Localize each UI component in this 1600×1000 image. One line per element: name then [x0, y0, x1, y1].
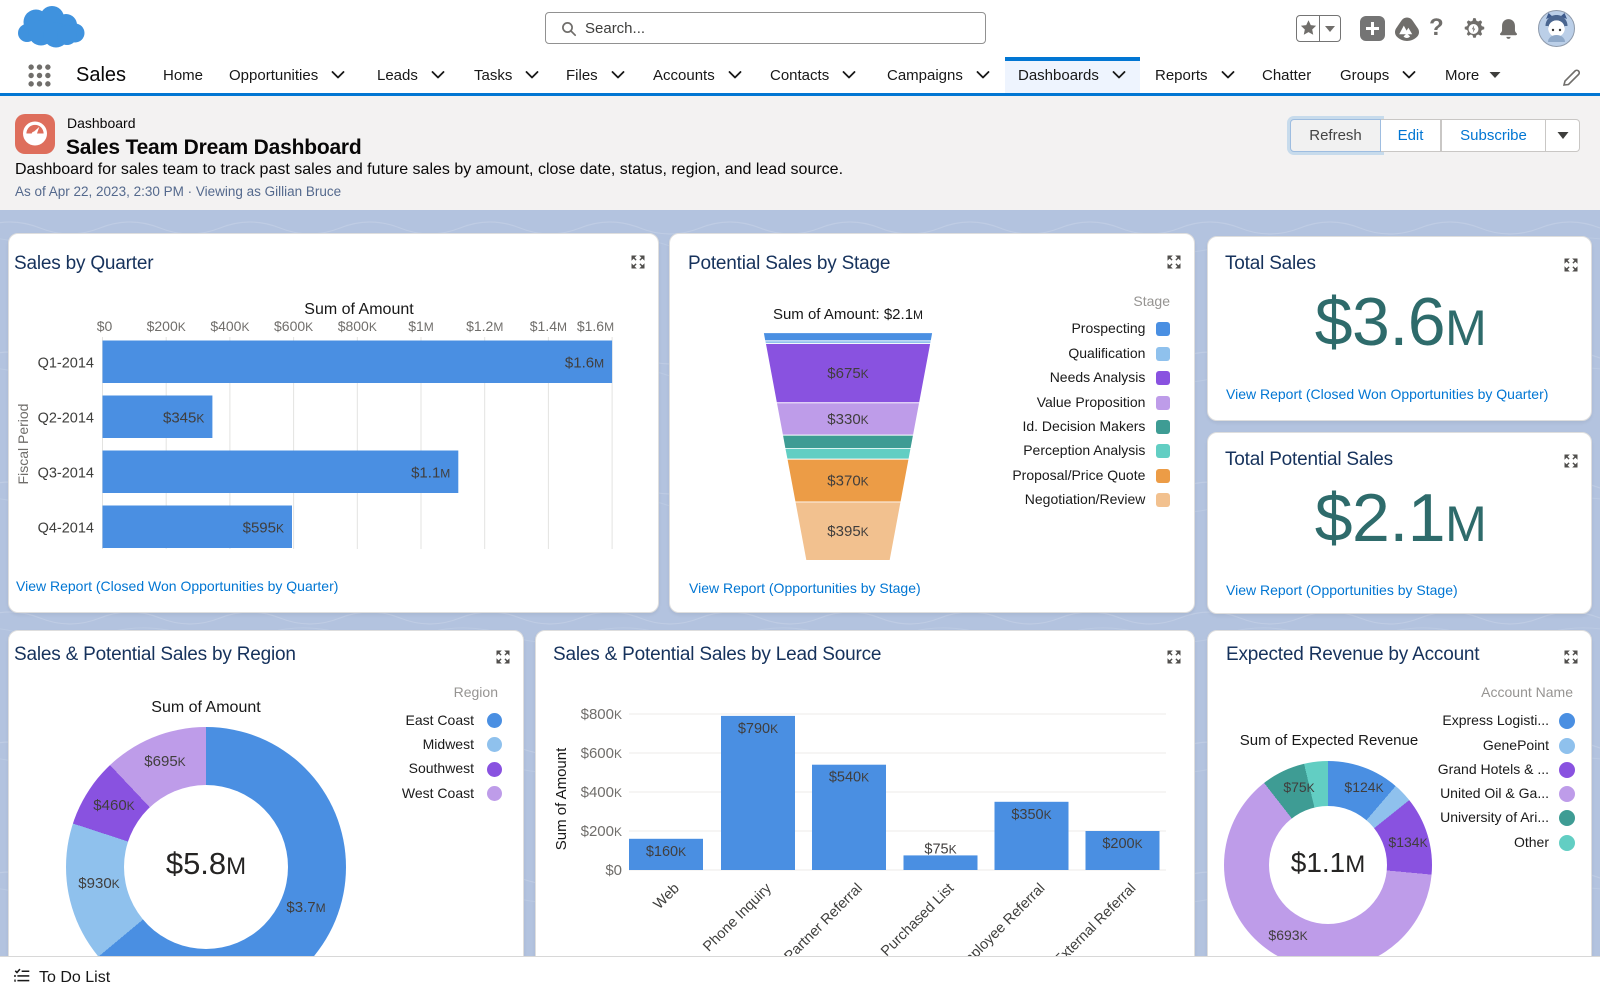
svg-text:$200K: $200K [1102, 836, 1142, 852]
svg-text:Purchased List: Purchased List [878, 881, 957, 956]
svg-text:Sum of Amount: Sum of Amount [304, 301, 414, 318]
svg-text:$400K: $400K [210, 318, 249, 334]
svg-text:Sum of Amount: Sum of Amount [151, 699, 261, 716]
svg-text:$395K: $395K [827, 523, 868, 540]
svg-text:Partner Referral: Partner Referral [782, 881, 866, 956]
svg-text:$1.6M: $1.6M [577, 318, 614, 334]
svg-text:$540K: $540K [829, 770, 869, 786]
svg-text:Q1-2014: Q1-2014 [38, 356, 94, 372]
svg-text:$800K: $800K [581, 706, 622, 723]
svg-text:$1M: $1M [408, 318, 434, 334]
svg-text:$930K: $930K [78, 875, 119, 892]
svg-text:External Referral: External Referral [1051, 881, 1139, 956]
svg-text:Sum of Amount: Sum of Amount [553, 747, 570, 850]
svg-text:$1.6M: $1.6M [565, 355, 604, 372]
svg-text:$1.1M: $1.1M [411, 465, 450, 482]
svg-text:Phone Inquiry: Phone Inquiry [700, 880, 775, 955]
svg-text:$460K: $460K [93, 797, 134, 814]
svg-text:$1.1M: $1.1M [1291, 847, 1366, 878]
svg-text:$370K: $370K [827, 473, 868, 490]
svg-text:$1.2M: $1.2M [466, 318, 503, 334]
svg-text:$1.4M: $1.4M [530, 318, 567, 334]
svg-text:$595K: $595K [243, 520, 284, 537]
svg-text:Q3-2014: Q3-2014 [38, 466, 94, 482]
svg-text:Q4-2014: Q4-2014 [38, 521, 94, 537]
svg-text:Q2-2014: Q2-2014 [38, 411, 94, 427]
svg-text:$160K: $160K [646, 844, 686, 860]
svg-text:Employee Referral: Employee Referral [952, 881, 1048, 956]
svg-text:Fiscal Period: Fiscal Period [15, 404, 31, 485]
svg-text:$600K: $600K [581, 745, 622, 762]
svg-text:$5.8M: $5.8M [166, 846, 246, 881]
svg-text:$790K: $790K [738, 721, 778, 737]
svg-text:$75K: $75K [924, 841, 956, 857]
svg-text:$200K: $200K [147, 318, 186, 334]
svg-text:$330K: $330K [827, 411, 868, 428]
svg-text:Sum of Expected Revenue: Sum of Expected Revenue [1240, 732, 1418, 749]
svg-text:Web: Web [651, 881, 683, 913]
svg-text:$134K: $134K [1388, 834, 1427, 850]
svg-text:$345K: $345K [163, 410, 204, 427]
svg-text:$0: $0 [97, 318, 113, 334]
svg-text:Sum of Amount: $2.1M: Sum of Amount: $2.1M [773, 306, 923, 323]
svg-text:$200K: $200K [581, 823, 622, 840]
svg-text:$124K: $124K [1344, 779, 1383, 795]
svg-text:$75K: $75K [1283, 779, 1314, 795]
svg-text:$600K: $600K [274, 318, 313, 334]
svg-text:$695K: $695K [144, 753, 185, 770]
svg-text:$0: $0 [605, 862, 622, 879]
svg-text:$400K: $400K [581, 784, 622, 801]
svg-text:$350K: $350K [1011, 807, 1051, 823]
svg-text:$3.7M: $3.7M [286, 899, 325, 916]
svg-text:$800K: $800K [338, 318, 377, 334]
svg-text:$675K: $675K [827, 365, 868, 382]
svg-text:$693K: $693K [1268, 927, 1307, 943]
